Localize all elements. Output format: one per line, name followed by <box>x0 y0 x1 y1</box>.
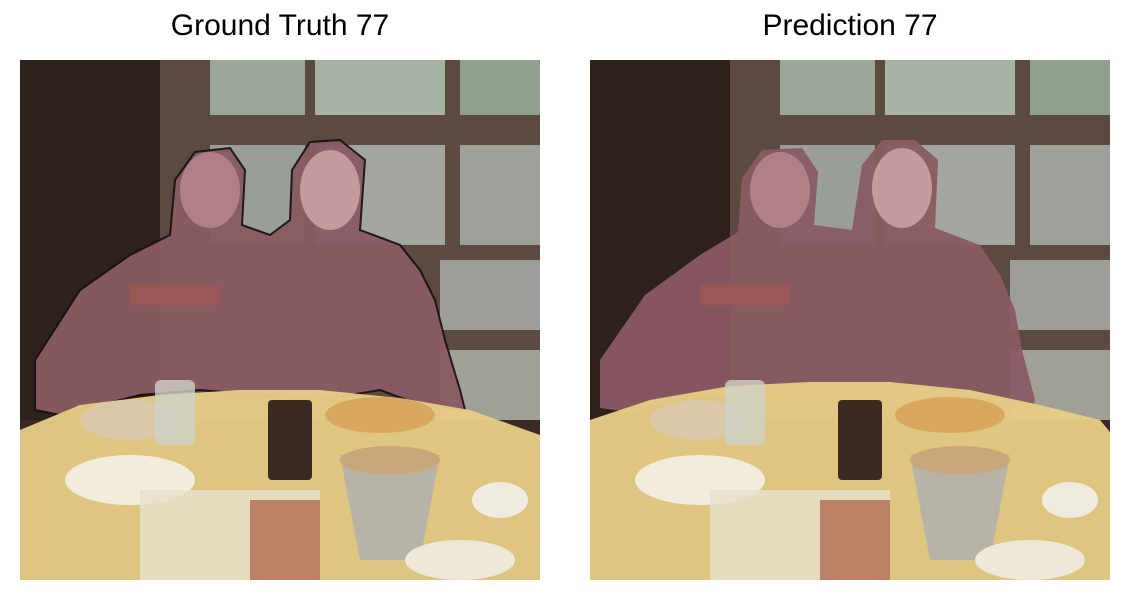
person-mask <box>34 138 467 417</box>
ground-truth-scene <box>20 60 540 580</box>
table-items <box>635 380 1098 580</box>
man-face <box>750 152 810 228</box>
ground-truth-panel: Ground Truth 77 <box>20 0 540 600</box>
ground-truth-image <box>20 60 540 580</box>
man-face <box>180 152 240 228</box>
table-items <box>65 380 528 580</box>
ground-truth-title: Ground Truth 77 <box>170 9 390 42</box>
shirt-print <box>700 285 790 305</box>
prediction-title: Prediction 77 <box>762 9 938 42</box>
prediction-panel: Prediction 77 <box>590 0 1110 600</box>
woman-face <box>872 148 932 228</box>
prediction-scene <box>590 60 1110 580</box>
shirt-print <box>130 285 220 305</box>
woman-face <box>300 150 360 230</box>
prediction-image <box>590 60 1110 580</box>
